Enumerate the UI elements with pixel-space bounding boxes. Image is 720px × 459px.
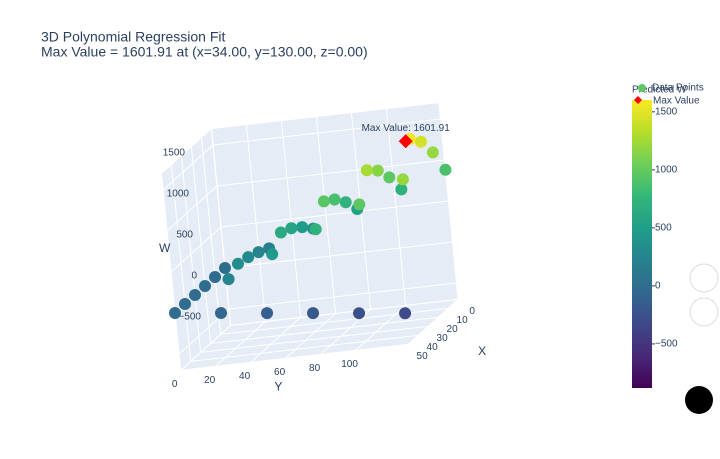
y-tick-label: 80	[309, 363, 321, 374]
colorbar-title: Predicted W	[632, 85, 687, 96]
x-tick-label: 0	[469, 306, 475, 317]
grid-line	[355, 305, 406, 351]
grid-line	[250, 317, 301, 363]
tool-button[interactable]	[689, 263, 719, 293]
data-point	[383, 171, 396, 184]
z-axis-title: W	[159, 241, 171, 255]
data-point	[296, 221, 309, 234]
data-point	[317, 195, 330, 208]
annotation: Max Value: 1601.91	[362, 123, 451, 134]
assistant-button[interactable]	[685, 386, 713, 414]
data-point	[222, 273, 235, 286]
x-tick-label: 50	[417, 351, 429, 362]
data-point	[209, 271, 221, 283]
data-point	[339, 196, 352, 209]
data-point	[396, 173, 409, 186]
data-point	[285, 222, 298, 235]
data-point	[215, 307, 228, 320]
colorbar-tick-label: 0	[655, 281, 661, 292]
data-point	[395, 183, 408, 196]
data-point	[328, 193, 341, 206]
data-point	[274, 226, 287, 239]
grid-line	[190, 334, 419, 362]
data-point	[414, 135, 427, 148]
data-point	[199, 280, 211, 292]
z-tick-label: −500	[178, 312, 201, 323]
z-tick-label: 500	[176, 230, 193, 241]
y-tick-label: 20	[204, 375, 216, 386]
grid-line	[166, 185, 218, 232]
grid-line	[180, 325, 231, 371]
data-point	[169, 307, 181, 319]
x-tick-label: 20	[447, 324, 459, 335]
data-point	[399, 307, 412, 320]
data-point	[371, 164, 384, 177]
y-tick-label: 60	[274, 367, 286, 378]
x-axis-title: X	[478, 344, 486, 358]
data-point	[189, 289, 201, 301]
grid-line	[162, 144, 214, 191]
grid-line	[200, 325, 429, 353]
grid-line	[215, 321, 266, 367]
x-tick-label: 10	[457, 315, 469, 326]
data-point	[219, 262, 231, 274]
grid-line	[285, 313, 336, 359]
z-tick-label: 0	[191, 271, 197, 282]
x-tick-label: 30	[437, 333, 449, 344]
y-axis-title: Y	[274, 380, 282, 394]
legend-marker	[638, 84, 646, 92]
grid-line	[170, 226, 222, 273]
legend-label: Data Points	[652, 83, 704, 94]
chart-title: 3D Polynomial Regression Fit	[41, 29, 226, 45]
legend-label: Max Value	[653, 96, 700, 107]
x-tick-label: 40	[427, 342, 439, 353]
data-point	[309, 223, 322, 236]
chart-subtitle: Max Value = 1601.91 at (x=34.00, y=130.0…	[41, 44, 368, 60]
data-point	[231, 257, 244, 270]
colorbar	[632, 100, 652, 388]
grid-line	[212, 118, 441, 146]
tool-button[interactable]	[689, 297, 719, 327]
data-point	[242, 251, 255, 264]
data-point	[353, 307, 366, 320]
grid-line	[210, 316, 439, 344]
data-point	[353, 198, 366, 211]
grid-line	[230, 298, 459, 326]
data-point	[426, 146, 439, 159]
grid-line	[180, 343, 409, 371]
colorbar-tick-label: 500	[655, 223, 672, 234]
legend-marker	[634, 96, 642, 104]
grid-line	[224, 241, 453, 269]
z-tick-label: 1000	[167, 189, 190, 200]
y-tick-label: 0	[172, 379, 178, 390]
data-point	[179, 298, 191, 310]
data-point	[261, 307, 274, 320]
colorbar-tick-label: 1000	[655, 164, 678, 175]
z-tick-label: 1500	[163, 148, 186, 159]
data-point	[360, 164, 373, 177]
colorbar-tick-label: 1500	[655, 106, 678, 117]
colorbar-tick-label: −500	[655, 339, 678, 350]
y-tick-label: 40	[239, 371, 251, 382]
data-point	[439, 163, 452, 176]
data-point	[266, 248, 279, 261]
data-point	[307, 307, 320, 320]
grid-line	[216, 159, 445, 187]
y-tick-label: 100	[341, 359, 358, 370]
max-marker	[398, 134, 413, 149]
data-point	[252, 246, 265, 259]
grid-line	[228, 282, 457, 310]
grid-line	[220, 200, 449, 228]
